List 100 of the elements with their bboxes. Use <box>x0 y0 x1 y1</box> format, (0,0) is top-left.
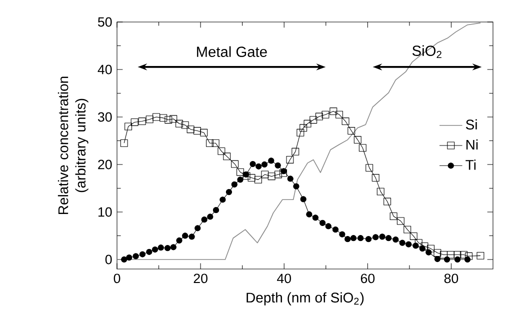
point <box>344 236 351 242</box>
point <box>315 112 323 120</box>
point <box>212 139 220 147</box>
point <box>164 116 172 124</box>
point <box>454 256 461 263</box>
point <box>444 256 450 263</box>
point <box>226 188 232 196</box>
point <box>392 236 399 243</box>
point <box>399 240 406 246</box>
point <box>138 118 146 126</box>
point <box>146 116 154 124</box>
point <box>310 116 318 124</box>
point <box>207 214 214 220</box>
y-tick-label: 10 <box>98 207 112 217</box>
point <box>120 139 128 147</box>
point <box>300 124 308 132</box>
point <box>385 235 392 242</box>
point <box>350 235 357 242</box>
point <box>268 172 276 180</box>
point <box>182 232 188 239</box>
point <box>193 127 201 134</box>
point <box>236 168 244 176</box>
point <box>300 196 306 202</box>
point <box>218 147 226 155</box>
point <box>132 253 139 260</box>
point <box>330 108 338 116</box>
point <box>396 217 404 225</box>
point <box>426 249 432 256</box>
point <box>152 113 160 121</box>
point <box>339 231 346 238</box>
point <box>126 254 132 261</box>
point <box>212 207 220 214</box>
x-axis-title: Depth (nm of SiO$_{2}$) <box>246 292 364 306</box>
point <box>384 198 392 206</box>
point <box>366 164 374 172</box>
point <box>188 234 195 240</box>
point <box>354 136 362 144</box>
annotation: Metal Gate <box>197 46 267 58</box>
point <box>293 183 300 190</box>
point <box>296 128 304 136</box>
point <box>280 168 287 174</box>
point <box>152 246 158 253</box>
point <box>476 252 484 260</box>
point <box>124 122 132 130</box>
point <box>170 115 178 123</box>
point <box>164 245 171 252</box>
point <box>200 128 208 136</box>
point <box>274 170 282 178</box>
point <box>372 174 380 182</box>
point <box>464 256 471 263</box>
point <box>304 120 312 128</box>
point <box>268 158 274 164</box>
x-tick-label: 0 <box>114 274 120 284</box>
point <box>447 251 455 258</box>
point <box>419 245 426 252</box>
point <box>406 241 412 248</box>
point <box>336 110 343 118</box>
point <box>348 127 356 134</box>
point <box>358 144 366 152</box>
point <box>322 110 330 118</box>
point <box>372 234 379 240</box>
y-tick-label: 20 <box>98 160 112 170</box>
point <box>130 118 138 126</box>
y-axis-title: Relative concentration (arbitrary units) <box>58 76 88 214</box>
point <box>287 176 294 182</box>
point <box>176 120 183 128</box>
legend-label: Si <box>466 119 477 130</box>
point <box>412 242 419 249</box>
point <box>181 121 189 129</box>
point <box>139 251 146 258</box>
point <box>319 220 326 226</box>
point <box>194 225 201 232</box>
point <box>220 196 226 203</box>
point <box>414 239 422 247</box>
point <box>176 237 182 244</box>
point <box>379 234 386 240</box>
point <box>158 244 164 251</box>
point <box>286 156 294 164</box>
point <box>237 176 244 183</box>
point <box>231 160 239 168</box>
point <box>460 251 468 258</box>
x-tick-label: 60 <box>360 274 375 284</box>
point <box>274 162 281 169</box>
point <box>440 251 448 258</box>
point <box>280 169 288 177</box>
point <box>357 235 364 242</box>
point <box>261 161 268 168</box>
legend-label: Ti <box>466 160 476 170</box>
point <box>170 244 176 250</box>
point <box>312 214 319 221</box>
point <box>206 139 214 147</box>
legend-label: Ni <box>466 139 478 150</box>
point <box>332 226 339 233</box>
point <box>160 114 168 122</box>
point <box>325 223 332 230</box>
point <box>292 148 300 156</box>
point <box>342 118 350 126</box>
y-tick-label: 0 <box>105 254 112 264</box>
point <box>434 249 442 257</box>
y-tick-label: 50 <box>98 17 112 27</box>
